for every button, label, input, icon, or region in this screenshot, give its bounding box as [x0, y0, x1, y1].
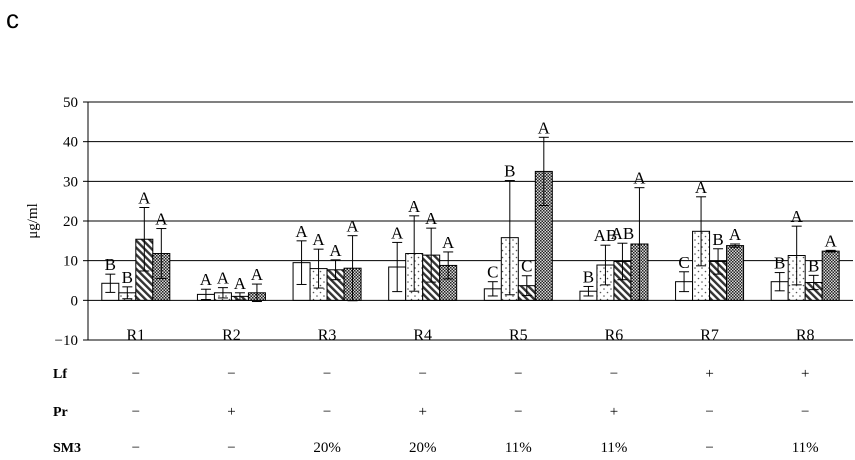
category-label: R4: [413, 327, 432, 344]
significance-letter: B: [105, 255, 116, 274]
condition-value: −: [610, 366, 618, 382]
condition-value: −: [227, 440, 235, 456]
significance-letter: C: [521, 257, 532, 276]
condition-value: −: [705, 404, 713, 420]
significance-letter: A: [425, 209, 438, 228]
condition-name: Lf: [53, 367, 67, 382]
significance-letter: A: [251, 265, 264, 284]
significance-letter: A: [695, 178, 708, 197]
condition-value: −: [801, 404, 809, 420]
significance-letter: AB: [594, 226, 618, 245]
significance-letter: A: [295, 222, 308, 241]
significance-letter: A: [408, 197, 421, 216]
bars: [101, 136, 840, 303]
condition-value: −: [323, 404, 331, 420]
significance-letter: A: [138, 189, 151, 208]
significance-letter: B: [808, 256, 819, 275]
significance-letter: A: [538, 118, 551, 137]
y-tick-label: −10: [55, 333, 78, 349]
axes: −10 0 10 20 30 40 50 μg/ml: [25, 95, 89, 349]
category-label: R8: [796, 327, 815, 344]
panel-label: c: [6, 4, 19, 34]
significance-letter: AB: [611, 224, 635, 243]
significance-letter: B: [774, 254, 785, 273]
significance-letter: C: [678, 253, 689, 272]
significance-letter: A: [391, 223, 404, 242]
bar: [726, 245, 745, 301]
significance-letter: A: [825, 231, 838, 250]
condition-value: −: [514, 404, 522, 420]
condition-value: +: [418, 404, 426, 420]
significance-letter: A: [329, 241, 342, 260]
significance-letter: A: [633, 169, 646, 188]
condition-value: −: [132, 440, 140, 456]
significance-letter: C: [487, 263, 498, 282]
significance-letter: A: [217, 269, 230, 288]
category-label: R3: [318, 327, 337, 344]
bar: [821, 250, 840, 301]
category-label: R5: [509, 327, 528, 344]
condition-name: SM3: [53, 441, 81, 456]
y-tick-label: 50: [63, 95, 78, 111]
y-tick-label: 0: [71, 293, 79, 309]
condition-value: −: [514, 366, 522, 382]
significance-letter: A: [442, 233, 455, 252]
condition-value: −: [132, 404, 140, 420]
significance-letter: B: [712, 230, 723, 249]
y-tick-label: 40: [63, 135, 78, 151]
significance-letter: A: [200, 270, 213, 289]
significance-letter: A: [155, 210, 168, 229]
significance-letter: A: [312, 230, 325, 249]
condition-value: +: [801, 366, 809, 382]
y-tick-label: 20: [63, 214, 78, 230]
significance-letter: B: [504, 162, 515, 181]
significance-letter: A: [729, 225, 742, 244]
condition-value: 11%: [600, 440, 627, 456]
condition-value: +: [705, 366, 713, 382]
significance-letter: A: [234, 274, 247, 293]
y-tick-label: 30: [63, 174, 78, 190]
condition-value: −: [418, 366, 426, 382]
condition-value: −: [132, 366, 140, 382]
category-label: R7: [700, 327, 719, 344]
condition-value: +: [610, 404, 618, 420]
y-tick-label: 10: [63, 254, 78, 270]
condition-value: 11%: [792, 440, 819, 456]
category-label: R6: [605, 327, 624, 344]
significance-letter: B: [583, 267, 594, 286]
condition-value: 20%: [409, 440, 437, 456]
condition-value: −: [705, 440, 713, 456]
y-axis-title: μg/ml: [25, 203, 41, 239]
condition-name: Pr: [53, 405, 68, 420]
category-label: R2: [222, 327, 241, 344]
gridlines: [88, 101, 853, 341]
significance-letter: A: [791, 207, 804, 226]
significance-letter: B: [122, 268, 133, 287]
significance-letter: A: [346, 217, 359, 236]
category-label: R1: [126, 327, 145, 344]
condition-value: −: [227, 366, 235, 382]
condition-value: 20%: [313, 440, 341, 456]
condition-value: −: [323, 366, 331, 382]
condition-value: 11%: [505, 440, 532, 456]
condition-value: +: [227, 404, 235, 420]
